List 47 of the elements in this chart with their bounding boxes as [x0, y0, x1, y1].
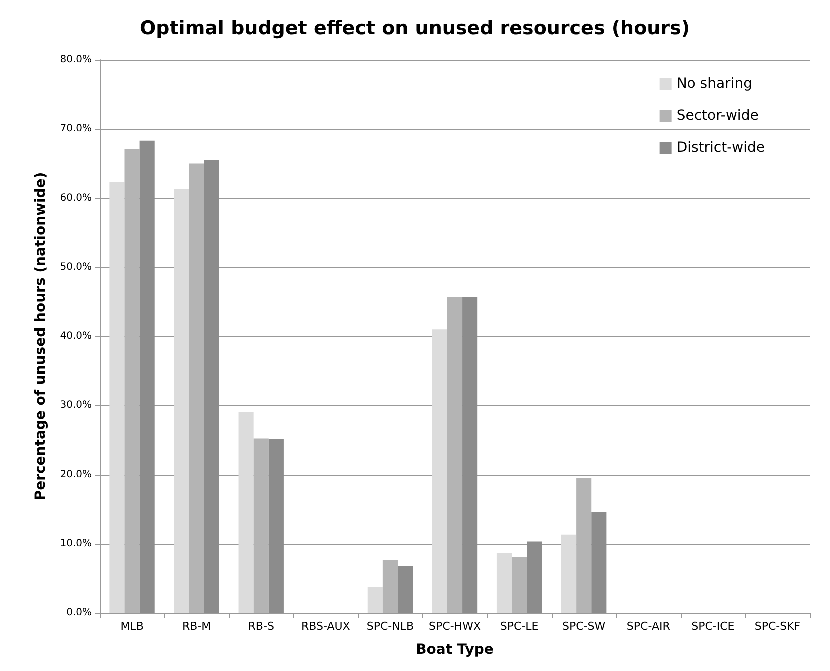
bar [512, 557, 528, 613]
y-tick-label: 10.0% [60, 538, 92, 550]
bar [189, 164, 204, 613]
bar [398, 566, 414, 613]
bar [124, 149, 140, 613]
bar [110, 182, 125, 613]
x-tick-label: SPC-SKF [754, 620, 801, 633]
y-tick-label: 40.0% [60, 331, 92, 342]
x-tick-label: RBS-AUX [301, 620, 351, 633]
y-tick-label: 80.0% [60, 54, 92, 66]
bar [462, 297, 478, 613]
bar [432, 330, 448, 613]
legend-label: No sharing [676, 76, 752, 92]
bar [368, 587, 383, 613]
y-tick-label: 30.0% [60, 400, 92, 412]
bar [204, 160, 220, 613]
x-tick-label: RB-M [182, 620, 212, 633]
bar [562, 534, 577, 613]
x-tick-label: SPC-NLB [366, 620, 414, 633]
bar [592, 512, 607, 613]
bar [527, 542, 542, 613]
bar [496, 554, 512, 613]
bar [382, 560, 398, 613]
bar [140, 140, 155, 613]
bar [268, 439, 284, 613]
x-tick-label: SPC-ICE [692, 620, 735, 633]
chart-title: Optimal budget effect on unused resources (hours) [140, 18, 690, 40]
x-tick-label: SPC-HWX [429, 620, 482, 633]
bar [576, 478, 592, 613]
x-tick-label: MLB [120, 620, 144, 633]
x-tick-label: SPC-SW [562, 620, 606, 633]
y-tick-label: 70.0% [60, 124, 92, 135]
x-tick-label: SPC-LE [500, 620, 539, 633]
y-tick-label: 0.0% [66, 608, 92, 618]
x-axis-title: Boat Type [416, 642, 494, 658]
y-tick-label: 50.0% [60, 262, 92, 273]
y-tick-label: 60.0% [60, 192, 92, 204]
bar [174, 189, 190, 613]
bar [254, 438, 269, 613]
legend-label: District-wide [676, 140, 766, 156]
legend-label: Sector-wide [676, 108, 759, 124]
y-axis-title: Percentage of unused hours (nationwide) [33, 172, 49, 501]
bar [238, 412, 254, 613]
x-tick-label: RB-S [248, 620, 274, 633]
x-tick-label: SPC-AIR [626, 620, 671, 633]
y-tick-label: 20.0% [60, 469, 92, 480]
bar [447, 297, 463, 613]
